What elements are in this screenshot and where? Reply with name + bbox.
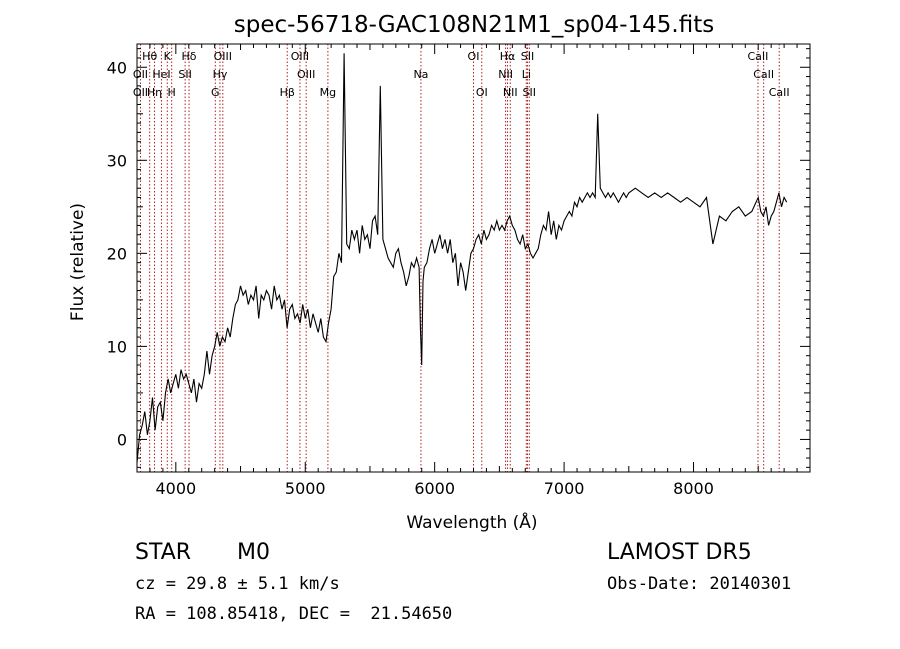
x-tick-label: 6000 [414,479,455,498]
redshift-value: cz = 29.8 ± 5.1 km/s [135,574,340,594]
line-marker-label: HeI [152,68,170,81]
x-axis-label: Wavelength (Å) [406,511,537,533]
emission-line-markers [139,44,780,472]
line-marker-label: CaII [753,68,774,81]
spectrum-line [136,53,788,463]
line-marker-label: OIII [297,68,315,81]
line-marker-label: Mg [320,86,336,99]
line-marker-label: OII [133,68,148,81]
line-marker-label: OIII [214,50,232,63]
line-marker-label: CaII [769,86,790,99]
y-tick-label: 30 [107,151,127,170]
line-marker-label: Hα [500,50,516,63]
y-axis-label: Flux (relative) [68,203,88,321]
x-tick-label: 5000 [285,479,326,498]
line-marker-label: SII [521,50,534,63]
line-marker-label: OII [133,86,148,99]
x-tick-label: 7000 [544,479,585,498]
line-marker-label: Hη [147,86,162,99]
y-axis-ticks: 0 10 20 30 40 [107,48,810,468]
line-marker-label: Li [522,68,531,81]
y-tick-label: 0 [117,430,127,449]
line-marker-label: OIII [291,50,309,63]
line-marker-label: H [168,86,176,99]
line-marker-label: OI [476,86,488,99]
object-class: STAR [135,540,192,565]
x-tick-label: 8000 [673,479,714,498]
line-marker-label: G [211,86,220,99]
line-marker-label: Hγ [213,68,228,81]
line-marker-label: NII [498,68,513,81]
line-marker-label: NII [503,86,518,99]
line-marker-label: Na [413,68,428,81]
x-tick-label: 4000 [155,479,196,498]
survey-name: LAMOST DR5 [607,540,752,565]
observation-date: Obs-Date: 20140301 [607,574,792,594]
line-marker-label: K [164,50,172,63]
chart-title: spec-56718-GAC108N21M1_sp04-145.fits [234,12,714,38]
line-marker-label: Hβ [280,86,295,99]
object-subclass: M0 [237,540,270,565]
line-marker-label: SII [178,68,191,81]
line-marker-label: OI [468,50,480,63]
x-axis-ticks: 4000 5000 6000 7000 8000 [136,44,811,498]
y-tick-label: 10 [107,337,127,356]
line-marker-label: SII [523,86,536,99]
coordinates: RA = 108.85418, DEC = 21.54650 [135,604,453,624]
line-marker-label: Hθ [142,50,157,63]
line-marker-label: CaII [748,50,769,63]
line-marker-label: Hδ [182,50,197,63]
y-tick-label: 20 [107,244,127,263]
y-tick-label: 40 [107,58,127,77]
